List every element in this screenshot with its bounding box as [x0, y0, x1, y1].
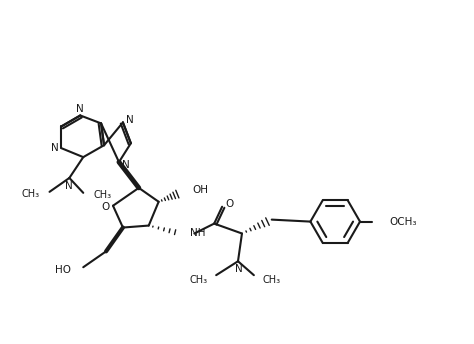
Text: N: N: [76, 104, 84, 114]
Text: NH: NH: [191, 228, 206, 238]
Text: N: N: [65, 181, 73, 191]
Text: O: O: [225, 199, 233, 209]
Text: O: O: [101, 202, 109, 212]
Text: N: N: [51, 143, 58, 153]
Text: CH₃: CH₃: [21, 189, 40, 199]
Text: N: N: [126, 116, 134, 126]
Text: HO: HO: [55, 265, 72, 275]
Text: N: N: [235, 264, 243, 274]
Text: OH: OH: [192, 185, 209, 195]
Text: CH₃: CH₃: [263, 275, 281, 285]
Text: OCH₃: OCH₃: [390, 217, 417, 227]
Text: CH₃: CH₃: [93, 190, 111, 200]
Text: CH₃: CH₃: [189, 275, 207, 285]
Text: N: N: [122, 160, 130, 170]
